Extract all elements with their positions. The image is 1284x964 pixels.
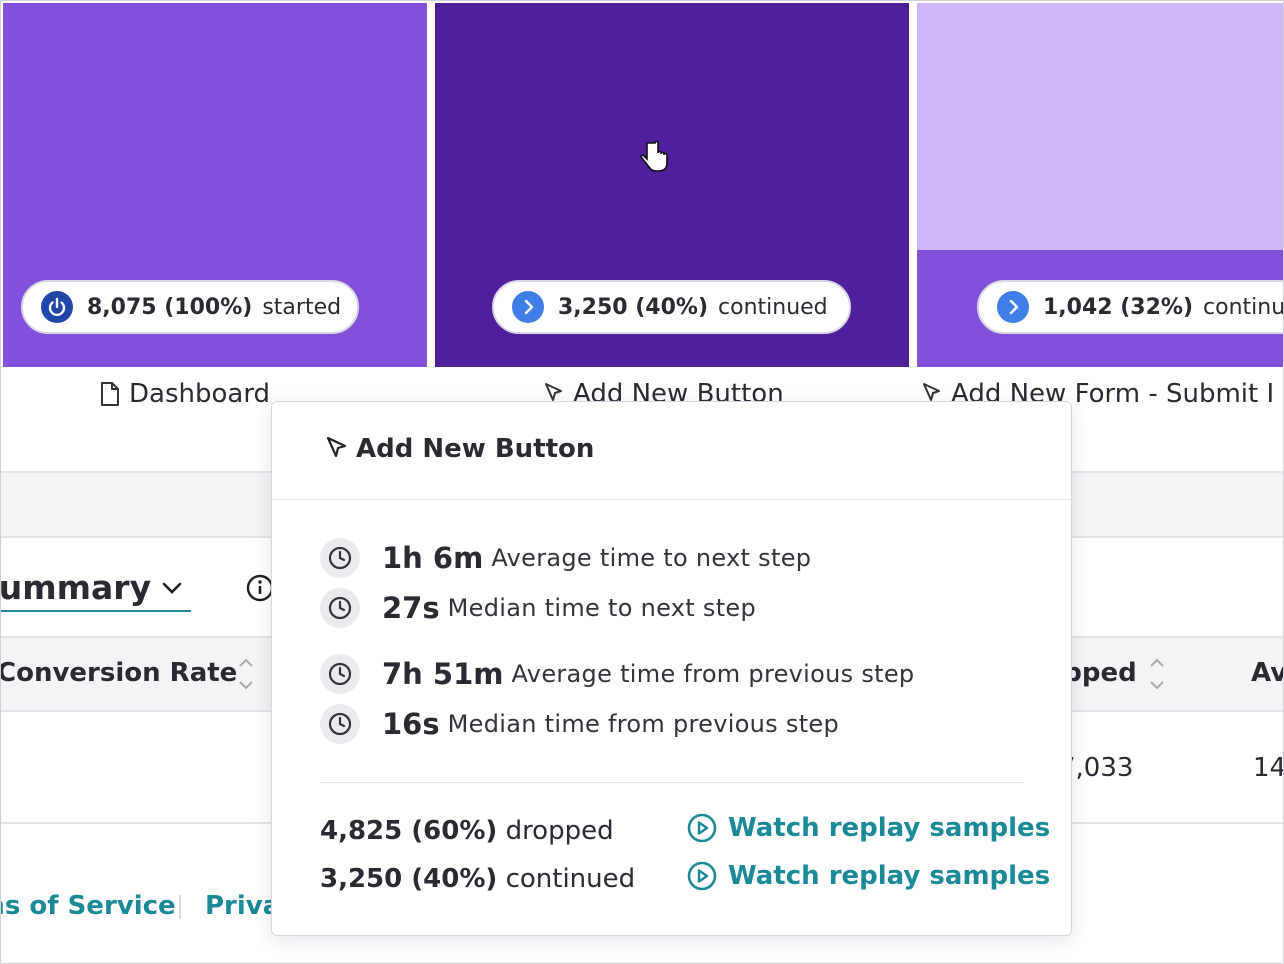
click-icon: [326, 436, 347, 458]
stat-row: 1h 6m Average time to next step: [320, 538, 811, 578]
column-header[interactable]: Conversion Rate: [0, 658, 238, 688]
replay-link-text: Watch replay samples: [728, 813, 1051, 843]
step-label: Dashboard: [99, 379, 270, 409]
step-count: 8,075 (100%): [87, 294, 253, 320]
chevron-down: [162, 582, 182, 594]
clock-badge: [320, 588, 360, 628]
stat-label: Average time from previous step: [511, 660, 915, 688]
footer-link[interactable]: Terms of Service: [1, 891, 176, 921]
outcome: 3,250 (40%) continued: [320, 864, 635, 894]
stat-value: 16s: [382, 707, 440, 741]
click-icon: [923, 383, 940, 401]
stat-value: 1h 6m: [382, 541, 484, 575]
step-status: started: [262, 294, 342, 320]
clock-badge: [320, 704, 360, 744]
stat-row: 16s Median time from previous step: [320, 704, 839, 744]
outcome-status: dropped: [505, 816, 614, 846]
clock-badge: [320, 654, 360, 694]
chevron-icon: [997, 291, 1029, 323]
step-count: 1,042 (32%): [1043, 294, 1194, 320]
divider: [272, 499, 1071, 500]
step-status: continued: [1203, 294, 1284, 320]
footer-divider: [179, 895, 181, 919]
column-header[interactable]: Av: [1251, 658, 1284, 688]
clock-icon: [328, 596, 352, 620]
summary-dropdown[interactable]: Summary: [0, 565, 192, 612]
stat-row: 27s Median time to next step: [320, 588, 756, 628]
tooltip-title: Add New Button: [324, 434, 594, 464]
stat-label: Median time to next step: [447, 594, 757, 622]
replay-link-text: Watch replay samples: [728, 861, 1051, 891]
table-cell: 14: [1253, 753, 1284, 783]
tooltip-title-text: Add New Button: [356, 434, 595, 464]
sort-icon[interactable]: [1148, 656, 1166, 692]
divider: [320, 782, 1024, 783]
replay-link[interactable]: Watch replay samples: [686, 812, 1050, 844]
step-pill: 8,075 (100%) started: [21, 280, 359, 334]
outcome-count: 4,825 (60%): [320, 816, 498, 846]
click-icon: [545, 383, 562, 401]
outcome: 4,825 (60%) dropped: [320, 816, 614, 846]
step-status: continued: [718, 294, 828, 320]
tooltip: Add New Button 1h 6m Average time to next…: [271, 401, 1072, 936]
step-pill: 1,042 (32%) continued: [977, 280, 1284, 334]
play-icon: [687, 813, 717, 843]
stat-value: 7h 51m: [382, 657, 504, 691]
clock-icon: [328, 712, 352, 736]
outcome-count: 3,250 (40%): [320, 864, 498, 894]
outcome-status: continued: [505, 864, 636, 894]
cursor: [640, 140, 668, 172]
power-icon: [41, 291, 73, 323]
chevron-icon: [512, 291, 544, 323]
stat-row: 7h 51m Average time from previous step: [320, 654, 914, 694]
replay-link[interactable]: Watch replay samples: [686, 860, 1050, 892]
step-pill: 3,250 (40%) continued: [492, 280, 851, 334]
stat-value: 27s: [382, 591, 440, 625]
stat-label: Average time to next step: [491, 544, 812, 572]
summary-title: Summary: [0, 568, 152, 607]
clock-badge: [320, 538, 360, 578]
clock-icon: [328, 546, 352, 570]
step-count: 3,250 (40%): [558, 294, 709, 320]
sort-icon[interactable]: [237, 656, 255, 692]
page-icon: [101, 382, 119, 406]
play-icon: [687, 861, 717, 891]
clock-icon: [328, 662, 352, 686]
step-name: Dashboard: [129, 379, 271, 409]
stat-label: Median time from previous step: [447, 710, 840, 738]
